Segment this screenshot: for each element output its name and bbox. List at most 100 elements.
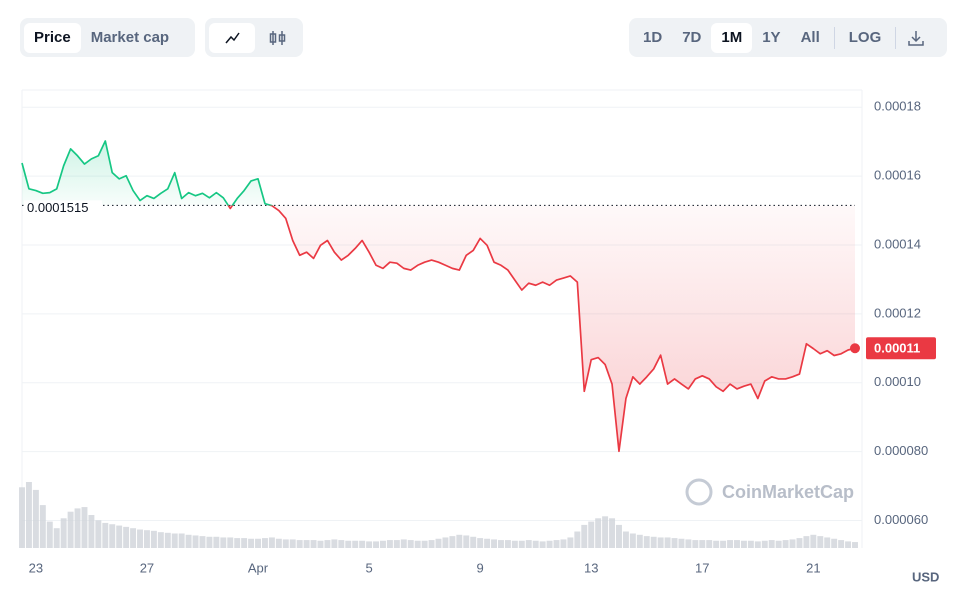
volume-bar (116, 525, 123, 548)
volume-bar (74, 508, 81, 548)
volume-bar (449, 536, 456, 548)
volume-bar (567, 537, 574, 548)
volume-bar (268, 537, 275, 548)
volume-bar (421, 540, 428, 548)
volume-bar (678, 538, 685, 548)
volume-bar (414, 540, 421, 548)
log-button[interactable]: LOG (848, 28, 882, 46)
volume-bar (46, 521, 53, 548)
volume-bar (338, 540, 345, 548)
volume-bar (643, 536, 650, 548)
range-1m[interactable]: 1M (711, 22, 753, 53)
volume-bar (532, 540, 539, 548)
download-button[interactable] (900, 23, 932, 53)
volume-bar (671, 538, 678, 548)
volume-bar (435, 538, 442, 548)
y-tick-label: 0.00018 (874, 99, 921, 114)
download-icon (908, 30, 924, 46)
volume-bar (775, 540, 782, 548)
y-tick-label: 0.00012 (874, 305, 921, 320)
volume-bar (303, 540, 310, 548)
volume-bar (553, 540, 560, 548)
volume-bar (248, 538, 255, 548)
market-cap-button[interactable]: Market cap (90, 28, 170, 46)
candle-chart-button[interactable] (255, 23, 299, 53)
volume-bar (379, 540, 386, 548)
volume-bar (560, 539, 567, 548)
volume-bar (546, 540, 553, 548)
divider (833, 26, 835, 49)
volume-bar (504, 540, 511, 548)
volume-bar (845, 541, 852, 548)
metric-toggle: Price Market cap (20, 18, 195, 57)
x-tick-label: 5 (365, 560, 372, 575)
volume-bar (310, 540, 317, 548)
volume-bar (130, 528, 137, 548)
volume-bar (498, 540, 504, 548)
candle-icon (269, 30, 286, 45)
volume-bar (518, 540, 525, 548)
volume-bar (150, 530, 157, 548)
volume-bar (706, 540, 713, 548)
y-tick-label: 0.000060 (874, 512, 928, 527)
volume-bar (192, 535, 199, 548)
divider (895, 26, 897, 49)
volume-bar (60, 518, 67, 548)
volume-bar (352, 540, 359, 548)
volume-bar (102, 522, 109, 548)
price-button[interactable]: Price (24, 22, 81, 53)
volume-bar (317, 540, 324, 548)
price-area (22, 140, 855, 452)
price-tag (866, 337, 936, 360)
volume-bar (484, 538, 491, 548)
volume-bar (491, 539, 498, 548)
volume-bar (713, 540, 720, 548)
volume-bar (650, 536, 657, 548)
range-all[interactable]: All (800, 28, 820, 46)
range-1d[interactable]: 1D (643, 28, 663, 46)
volume-bar (185, 534, 192, 548)
volume-bar (511, 540, 518, 548)
volume-bar (81, 507, 88, 548)
volume-bar (227, 537, 234, 548)
line-chart-button[interactable] (209, 22, 255, 53)
price-line (21, 140, 856, 453)
x-tick-label: 21 (806, 560, 820, 575)
volume-bar (817, 536, 824, 548)
volume-bar (95, 520, 102, 548)
volume-bar (657, 537, 664, 548)
volume-bar (629, 533, 636, 548)
volume-bar (525, 540, 532, 548)
volume-bar (761, 540, 768, 548)
volume-bar (595, 518, 602, 548)
watermark-logo (685, 478, 713, 506)
volume-bar (296, 540, 303, 548)
volume-bar (109, 524, 116, 548)
range-toggle: 1D 7D 1M 1Y All LOG (629, 18, 947, 57)
volume-bar (428, 540, 435, 548)
volume-bar (782, 540, 789, 548)
volume-bar (699, 540, 706, 548)
volume-bar (324, 540, 331, 548)
volume-bar (692, 540, 699, 548)
y-tick-label: 0.000080 (874, 443, 928, 458)
volume-bar (366, 541, 373, 548)
volume-bar (386, 540, 393, 548)
line-icon (225, 32, 240, 43)
volume-bar (747, 540, 754, 548)
volume-bar (734, 540, 740, 548)
volume-bar (67, 511, 74, 548)
volume-bar (616, 524, 622, 548)
volume-bar (442, 537, 449, 548)
volume-bar (39, 505, 46, 548)
volume-bar (261, 538, 268, 548)
range-1y[interactable]: 1Y (762, 28, 781, 46)
volume-bar (213, 536, 220, 548)
volume-bar (609, 518, 616, 548)
x-tick-label: 13 (584, 560, 598, 575)
watermark: CoinMarketCap (685, 478, 854, 506)
volume-bar (685, 539, 692, 548)
range-7d[interactable]: 7D (682, 28, 702, 46)
volume-bar (477, 538, 484, 548)
